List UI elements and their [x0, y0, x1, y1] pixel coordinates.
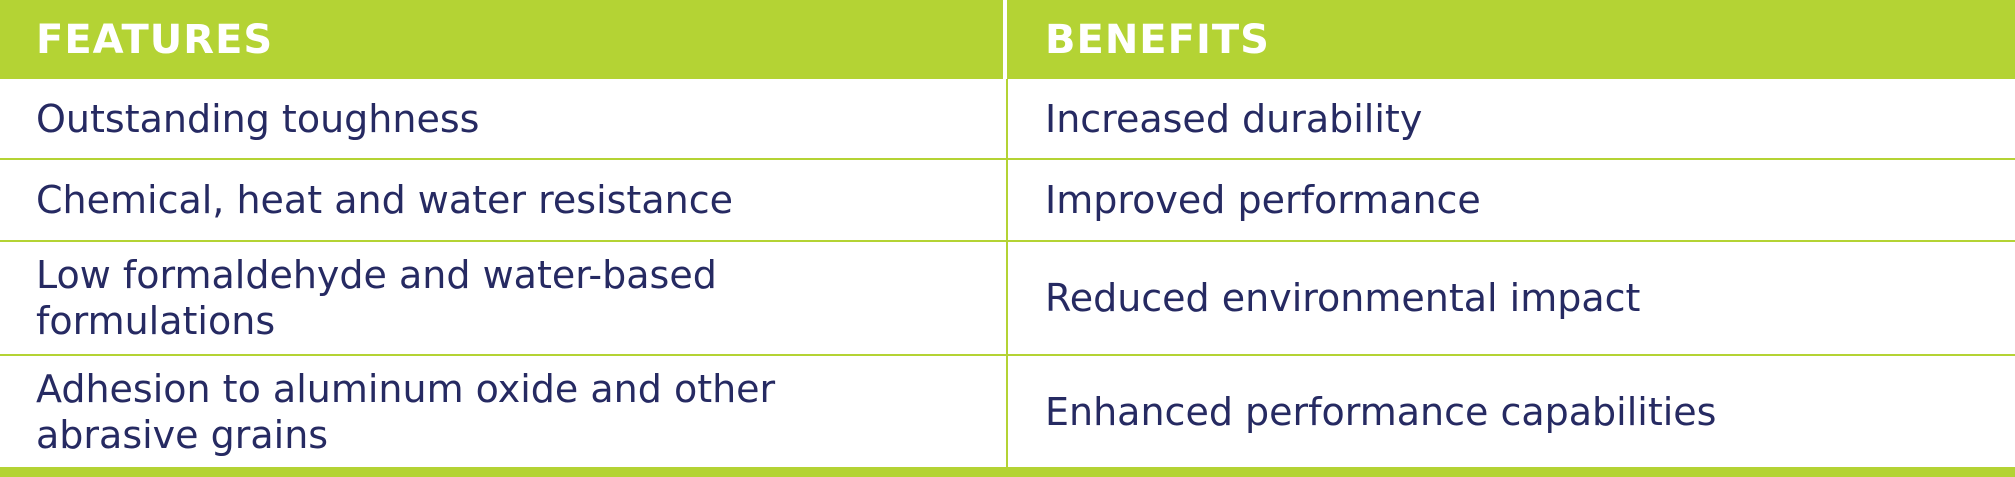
- table-row: Chemical, heat and water resistance Impr…: [0, 160, 2015, 242]
- bottom-rule: [0, 467, 2015, 477]
- feature-cell: Outstanding toughness: [0, 79, 1008, 158]
- table-row: Low formaldehyde and water-based formula…: [0, 242, 2015, 356]
- feature-cell: Chemical, heat and water resistance: [0, 160, 1008, 240]
- table-header: FEATURES BENEFITS: [0, 0, 2015, 79]
- feature-cell: Low formaldehyde and water-based formula…: [0, 242, 1008, 354]
- table-row: Adhesion to aluminum oxide and other abr…: [0, 356, 2015, 467]
- features-header: FEATURES: [0, 0, 1007, 79]
- benefit-cell: Reduced environmental impact: [1045, 276, 1641, 320]
- feature-cell: Adhesion to aluminum oxide and other abr…: [0, 356, 1008, 467]
- benefit-cell: Increased durability: [1045, 96, 1423, 141]
- table-row: Outstanding toughness Increased durabili…: [0, 79, 2015, 160]
- benefits-header: BENEFITS: [1045, 16, 1270, 63]
- benefit-cell: Enhanced performance capabilities: [1045, 389, 1717, 434]
- benefit-cell: Improved performance: [1045, 178, 1481, 222]
